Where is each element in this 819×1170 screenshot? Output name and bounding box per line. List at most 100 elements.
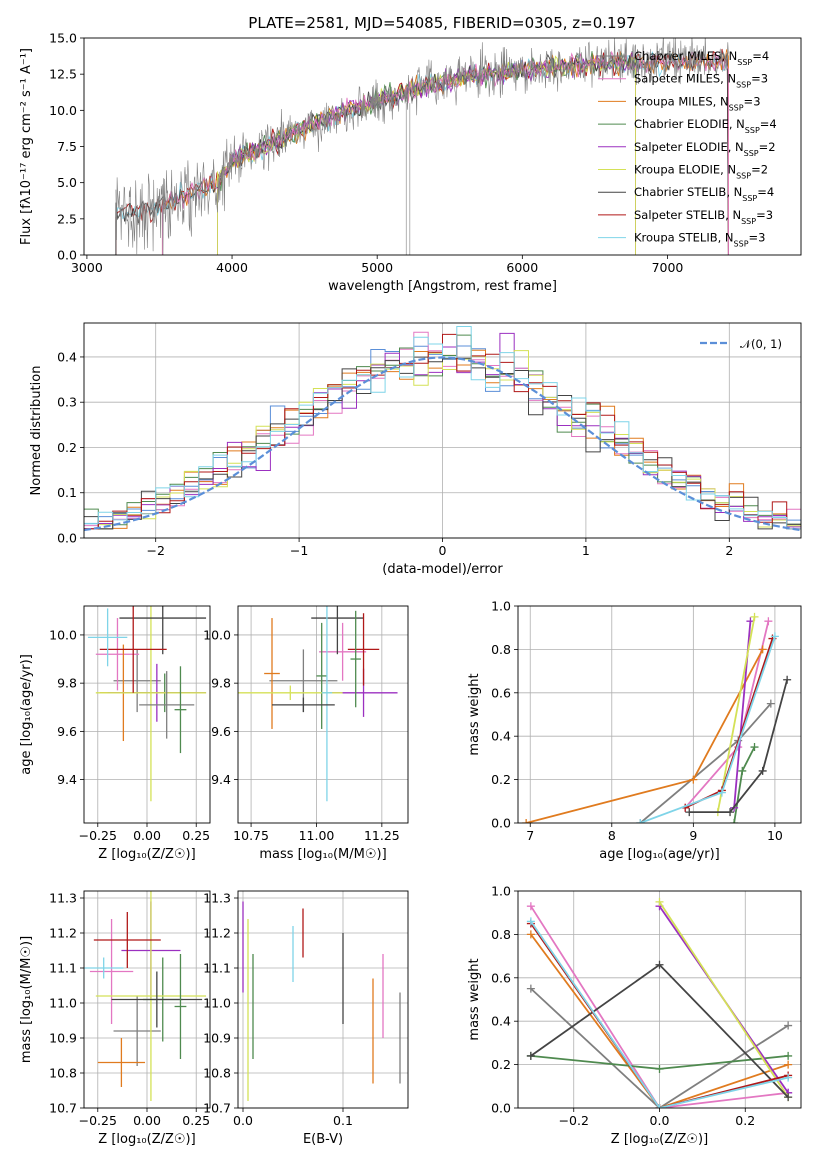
y-tick-label: 9.6 [57, 724, 77, 739]
y-tick-label: 10.8 [203, 1066, 231, 1081]
legend-entry: Kroupa MILES, NSSP=3 [634, 94, 761, 112]
y-tick-label: 9.8 [211, 676, 231, 691]
x-tick-label: −2 [146, 543, 164, 558]
y-tick-label: 0.8 [491, 642, 511, 657]
legend-nssp-value: 3 [753, 94, 760, 108]
legend-nssp-sub: SSP [742, 194, 757, 203]
legend-entry: Salpeter MILES, NSSP=3 [634, 72, 768, 90]
x-tick-label: 3000 [71, 260, 103, 275]
panel-massweight-vs-age: 7 8 9 10 0.0 0.2 0.4 0.6 0.8 1.0 age [log₁₀(age/yr… [467, 599, 802, 862]
y-tick-label: 11.0 [203, 996, 231, 1011]
legend-eq: = [752, 49, 762, 63]
plot-area [242, 901, 401, 1101]
x-axis-label: Z [log₁₀(Z/Z☉)] [98, 1132, 195, 1147]
y-tick-label: 0.0 [57, 531, 77, 546]
y-tick-label: 11.0 [49, 996, 77, 1011]
mass-weight-marker [730, 819, 739, 823]
plot-frame [83, 322, 802, 539]
x-tick-label: 0.0 [650, 1113, 670, 1128]
y-tick-label: 1.0 [491, 599, 511, 614]
panel-mass-vs-Z: −0.25 0.00 0.25 10.7 10.8 10.9 11.0 11.1 11.2 11.… [19, 891, 211, 1147]
plot-area [238, 606, 398, 802]
legend-entry: Salpeter STELIB, NSSP=3 [634, 208, 773, 226]
y-tick-label: 12.5 [49, 67, 77, 82]
panel-spectrum: 3000 4000 5000 6000 7000 0.0 2.5 5.0 7.5 10.0 12.5… [19, 14, 802, 294]
x-tick-label: 5000 [361, 260, 393, 275]
legend-nssp-value: 2 [761, 163, 768, 177]
x-tick-label: 11.00 [299, 828, 335, 843]
y-tick-label: 0.0 [491, 816, 511, 831]
legend-entry: Kroupa ELODIE, NSSP=2 [634, 163, 768, 181]
mass-weight-marker [655, 897, 664, 906]
y-tick-label: 1.0 [491, 884, 511, 899]
y-tick-label: 9.8 [57, 676, 77, 691]
y-tick-label: 0.2 [57, 440, 77, 455]
legend-eq: = [760, 117, 770, 131]
mass-weight-marker [770, 632, 779, 641]
mass-weight-marker [526, 984, 535, 993]
y-tick-label: 0.0 [57, 248, 77, 263]
legend-eq: = [756, 208, 766, 222]
mass-weight-marker [636, 819, 645, 823]
legend-model-name: Kroupa STELIB [634, 231, 718, 245]
x-axis-label: Z [log₁₀(Z/Z☉)] [98, 847, 195, 862]
panel-age-vs-Z: −0.25 0.00 0.25 9.4 9.6 9.8 10.0 Z [log₁₀(Z/Z☉)… [19, 605, 211, 862]
x-tick-label: 0.0 [233, 1113, 253, 1128]
mass-weight-marker [655, 1104, 664, 1108]
legend-model-name: Salpeter ELODIE [634, 140, 728, 154]
x-axis-label: wavelength [Angstrom, rest frame] [328, 279, 557, 294]
residual-histogram-step [84, 326, 801, 530]
x-tick-label: 0.2 [735, 1113, 755, 1128]
y-tick-label: 10.9 [203, 1031, 231, 1046]
y-axis-label: mass weight [467, 958, 482, 1040]
mass-weight-marker [689, 775, 698, 784]
legend-nssp-sub: SSP [736, 171, 751, 180]
panel-age-vs-mass: 10.75 11.00 11.25 9.4 9.6 9.8 10.0 mass [log₁₀(… [203, 605, 409, 862]
y-tick-label: 11.2 [49, 926, 77, 941]
plot-area [526, 897, 793, 1108]
mass-weight-marker [717, 788, 726, 797]
x-tick-label: 4000 [216, 260, 248, 275]
x-axis-label: (data-model)/error [382, 562, 503, 577]
chart-title: PLATE=2581, MJD=54085, FIBERID=0305, z=0… [248, 14, 635, 32]
panel-mass-vs-EBV: 0.0 0.1 10.7 10.8 10.9 11.0 11.1 11.2 11.3 E(B-V) [203, 891, 409, 1147]
legend-nssp-label: , N [718, 231, 734, 245]
y-tick-label: 2.5 [57, 211, 77, 226]
legend-nssp-label: , N [720, 163, 736, 177]
x-axis-label: Z [log₁₀(Z/Z☉)] [611, 1132, 708, 1147]
y-tick-label: 0.2 [491, 1057, 511, 1072]
legend-nssp-label: , N [725, 208, 741, 222]
y-tick-label: 11.2 [203, 926, 231, 941]
legend-model-name: Chabrier STELIB [634, 185, 726, 199]
legend-nssp-sub: SSP [741, 216, 756, 225]
x-axis-label: age [log₁₀(age/yr)] [599, 847, 720, 862]
legend-nssp-value: 4 [769, 117, 776, 131]
y-tick-label: 0.4 [57, 349, 77, 364]
legend-model-name: Kroupa ELODIE [634, 163, 720, 177]
plot-area [84, 326, 801, 532]
mass-weight-marker [758, 645, 767, 654]
legend-nssp-sub: SSP [729, 103, 744, 112]
mass-weight-marker [750, 743, 759, 752]
legend-nssp-value: 3 [758, 231, 765, 245]
y-tick-label: 0.3 [57, 395, 77, 410]
y-tick-label: 10.0 [49, 627, 77, 642]
mass-weight-marker [685, 808, 694, 817]
x-tick-label: 0 [439, 543, 447, 558]
y-axis-label: Normed distribution [29, 366, 44, 496]
x-tick-label: 0.1 [333, 1113, 353, 1128]
legend-nssp-value: 2 [768, 140, 775, 154]
y-tick-label: 10.8 [49, 1066, 77, 1081]
y-tick-label: 0.6 [491, 685, 511, 700]
y-tick-label: 10.7 [49, 1101, 77, 1116]
legend-nssp-label: , N [728, 140, 744, 154]
x-tick-label: −0.25 [79, 828, 117, 843]
plot-frame [83, 605, 211, 824]
mass-weight-line [530, 933, 789, 1108]
legend-entry: Chabrier MILES, NSSP=4 [634, 49, 769, 67]
legend-eq: = [751, 72, 761, 86]
x-tick-label: 0.00 [133, 1113, 161, 1128]
x-tick-label: 9 [689, 828, 697, 843]
x-tick-label: 2 [725, 543, 733, 558]
